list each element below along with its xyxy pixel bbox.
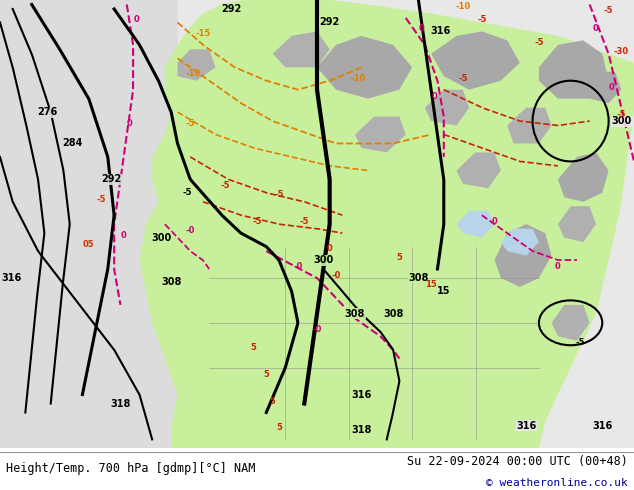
Text: 5: 5 [396,253,403,262]
Text: -10: -10 [455,2,470,11]
Text: 300: 300 [313,255,333,265]
Text: -0: -0 [294,262,302,271]
Text: Su 22-09-2024 00:00 UTC (00+48): Su 22-09-2024 00:00 UTC (00+48) [407,455,628,468]
Polygon shape [355,117,406,152]
Text: -5: -5 [183,188,191,197]
Text: 0: 0 [418,24,425,33]
Polygon shape [558,206,596,242]
Text: -5: -5 [534,38,543,47]
Polygon shape [456,152,501,188]
Text: 284: 284 [63,139,83,148]
Text: 5: 5 [269,396,276,406]
Text: 292: 292 [320,18,340,27]
Text: -5: -5 [604,6,613,16]
Text: 318: 318 [351,425,372,436]
Text: 5: 5 [276,423,282,432]
Polygon shape [507,108,552,144]
Polygon shape [501,229,539,256]
Text: 0: 0 [609,83,615,92]
Polygon shape [552,305,590,341]
Text: 0: 0 [491,217,498,226]
Text: 308: 308 [408,273,429,283]
Text: -5: -5 [458,74,467,83]
Text: 308: 308 [161,277,181,288]
Bar [178,0,634,448]
Text: 0: 0 [431,92,437,100]
Text: 276: 276 [37,107,58,117]
Text: 0: 0 [127,119,133,127]
Text: -5: -5 [275,190,283,199]
Text: -5: -5 [576,338,585,347]
Text: 05: 05 [83,240,94,248]
Text: 0: 0 [555,262,561,271]
Text: -30: -30 [614,47,629,56]
Text: 316: 316 [430,26,451,36]
Text: -15: -15 [195,29,210,38]
Polygon shape [317,36,412,98]
Polygon shape [539,40,609,98]
Text: 5: 5 [263,369,269,379]
Polygon shape [431,31,520,90]
Text: 0: 0 [120,231,127,240]
Text: -0: -0 [186,226,195,235]
Text: 0: 0 [327,244,333,253]
Text: 300: 300 [152,233,172,243]
Text: 316: 316 [592,421,612,431]
Text: -5: -5 [221,181,230,190]
Polygon shape [425,90,469,125]
Polygon shape [139,0,634,448]
Text: -0: -0 [313,325,321,334]
Polygon shape [495,224,552,287]
Text: Height/Temp. 700 hPa [gdmp][°C] NAM: Height/Temp. 700 hPa [gdmp][°C] NAM [6,462,256,475]
Text: 292: 292 [101,174,121,184]
Text: © weatheronline.co.uk: © weatheronline.co.uk [486,477,628,488]
Polygon shape [273,31,330,67]
Polygon shape [456,211,495,238]
Text: 292: 292 [221,4,242,14]
Text: -10: -10 [186,69,201,78]
Text: 316: 316 [1,273,22,283]
Text: 300: 300 [612,116,632,126]
Polygon shape [583,72,621,103]
Polygon shape [178,49,216,81]
Text: 308: 308 [345,309,365,319]
Text: 308: 308 [383,309,403,319]
Text: 5: 5 [250,343,257,352]
Text: 318: 318 [110,398,131,409]
Polygon shape [558,152,609,202]
Text: 316: 316 [516,421,536,431]
Text: -5: -5 [97,195,106,204]
Text: 316: 316 [351,390,372,399]
Text: -0: -0 [332,271,340,280]
Bar [0,0,178,448]
Text: 0: 0 [133,15,139,24]
Text: 0: 0 [593,24,599,33]
Text: 15: 15 [437,287,451,296]
Text: 15: 15 [425,280,437,289]
Text: -5: -5 [617,110,626,119]
Text: -5: -5 [300,217,309,226]
Text: -5: -5 [477,15,486,24]
Text: -5: -5 [252,217,261,226]
Text: -5: -5 [186,119,195,127]
Text: -10: -10 [351,74,366,83]
